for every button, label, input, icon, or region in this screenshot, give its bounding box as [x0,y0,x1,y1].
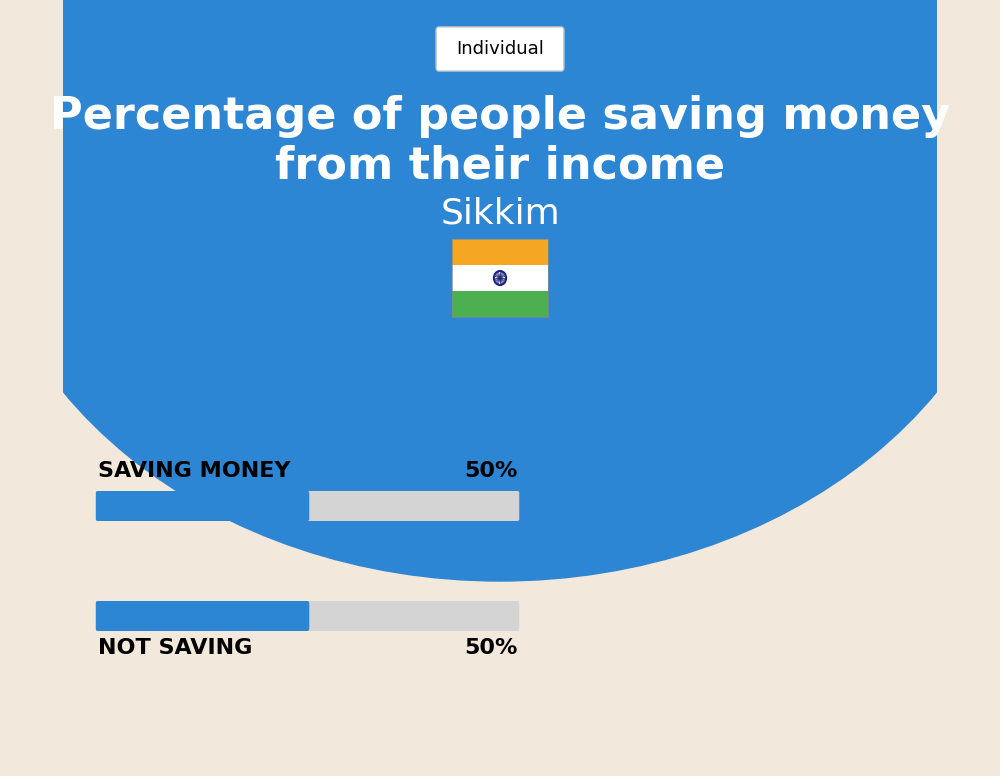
Text: from their income: from their income [275,144,725,188]
Text: NOT SAVING: NOT SAVING [98,638,252,658]
Bar [452,239,548,317]
Bar [452,265,548,291]
Text: Percentage of people saving money: Percentage of people saving money [50,95,950,137]
Text: Sikkim: Sikkim [440,197,560,231]
Text: Individual: Individual [456,40,544,58]
FancyBboxPatch shape [96,491,519,521]
FancyBboxPatch shape [436,27,564,71]
Text: SAVING MONEY: SAVING MONEY [98,461,290,481]
FancyBboxPatch shape [96,601,519,631]
FancyBboxPatch shape [96,491,309,521]
Text: 50%: 50% [464,638,517,658]
FancyBboxPatch shape [96,601,309,631]
Ellipse shape [0,0,1000,581]
Bar [452,239,548,265]
Bar [452,291,548,317]
Text: 50%: 50% [464,461,517,481]
